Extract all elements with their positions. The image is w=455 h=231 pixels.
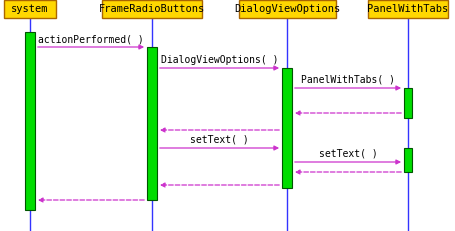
Text: actionPerformed( ): actionPerformed( )	[38, 34, 144, 44]
Bar	[238, 0, 335, 18]
Text: system: system	[11, 4, 49, 14]
Bar	[4, 0, 56, 18]
Text: DialogViewOptions( ): DialogViewOptions( )	[161, 55, 278, 65]
Bar	[147, 47, 157, 200]
Bar	[403, 148, 411, 172]
Bar	[367, 0, 447, 18]
Bar	[102, 0, 202, 18]
Text: PanelWithTabs: PanelWithTabs	[367, 4, 448, 14]
Text: setText( ): setText( )	[318, 149, 377, 159]
Text: FrameRadioButtons: FrameRadioButtons	[99, 4, 205, 14]
Text: DialogViewOptions: DialogViewOptions	[233, 4, 339, 14]
Bar	[25, 32, 35, 210]
Text: PanelWithTabs( ): PanelWithTabs( )	[300, 75, 394, 85]
Text: setText( ): setText( )	[190, 135, 248, 145]
Bar	[403, 88, 411, 118]
Bar	[281, 68, 291, 188]
